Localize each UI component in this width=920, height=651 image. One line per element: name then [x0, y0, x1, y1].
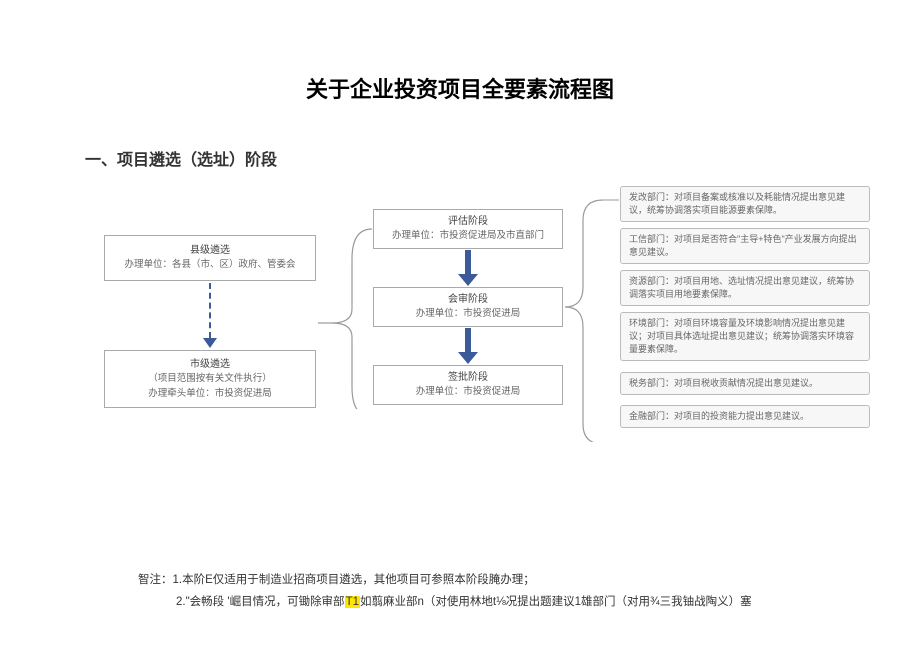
box-review-stage: 会审阶段 办理单位：市投资促进局	[373, 287, 563, 327]
info-shuiwu: 税务部门：对项目税收贡献情况提出意见建议。	[620, 372, 870, 395]
box-title: 县级遴选	[111, 243, 309, 258]
page-title: 关于企业投资项目全要素流程图	[0, 0, 920, 104]
highlight-text: T1	[345, 596, 360, 608]
box-sub: 办理单位：市投资促进局	[380, 307, 556, 321]
note-text: 仅适用于制造业招商项目遴选，其他项目可参照本阶段腌办理；	[213, 574, 535, 586]
box-sub: 办理单位：市投资促进局及市直部门	[380, 229, 556, 243]
box-sub: 办理牵头单位：市投资促进局	[111, 387, 309, 401]
info-gongxin: 工信部门：对项目是否符合"主导+特色"产业发展方向提出意见建议。	[620, 228, 870, 264]
note-text: 智注：1.本阶	[138, 574, 205, 586]
note-text: 如翦麻业部n（对使用林地t⅛况提出题建议1雄部门（对用¾三我铀战陶义）塞	[360, 596, 752, 608]
arrow-solid-2	[458, 328, 478, 364]
info-fagai: 发改部门：对项目备案或核准以及耗能情况提出意见建议，统筹协调落实项目能源要素保障…	[620, 186, 870, 222]
box-eval-stage: 评估阶段 办理单位：市投资促进局及市直部门	[373, 209, 563, 249]
flowchart-container: 县级遴选 办理单位：各县（市、区）政府、管委会 市级遴选 （项目范围按有关文件执…	[0, 180, 920, 500]
section-header: 一、项目遴选（选址）阶段	[0, 104, 920, 170]
box-county-select: 县级遴选 办理单位：各县（市、区）政府、管委会	[104, 235, 316, 281]
arrow-dashed	[209, 283, 211, 338]
note-1: 智注：1.本阶E仅适用于制造业招商项目遴选，其他项目可参照本阶段腌办理；	[138, 570, 752, 592]
box-title: 会审阶段	[380, 292, 556, 307]
box-city-select: 市级遴选 （项目范围按有关文件执行） 办理牵头单位：市投资促进局	[104, 350, 316, 408]
arrow-solid-1	[458, 250, 478, 286]
note-text-e: E	[205, 574, 213, 586]
box-sub: 办理单位：市投资促进局	[380, 385, 556, 399]
box-approve-stage: 签批阶段 办理单位：市投资促进局	[373, 365, 563, 405]
footnotes: 智注：1.本阶E仅适用于制造业招商项目遴选，其他项目可参照本阶段腌办理； 2."…	[138, 570, 752, 614]
box-title: 签批阶段	[380, 370, 556, 385]
box-title: 评估阶段	[380, 214, 556, 229]
box-mid: （项目范围按有关文件执行）	[111, 372, 309, 386]
note-text: 2."会畅段 '崛目情况，可锄除审部	[176, 596, 345, 608]
box-title: 市级遴选	[111, 357, 309, 372]
note-2: 2."会畅段 '崛目情况，可锄除审部T1如翦麻业部n（对使用林地t⅛况提出题建议…	[138, 592, 752, 614]
info-jinrong: 金融部门：对项目的投资能力提出意见建议。	[620, 405, 870, 428]
info-ziyuan: 资源部门：对项目用地、选址情况提出意见建议，统筹协调落实项目用地要素保障。	[620, 270, 870, 306]
info-huanjing: 环境部门：对项目环境容量及环境影响情况提出意见建议；对项目具体选址提出意见建议；…	[620, 312, 870, 361]
bracket-left	[318, 209, 372, 409]
bracket-right	[565, 192, 619, 442]
box-sub: 办理单位：各县（市、区）政府、管委会	[111, 258, 309, 272]
arrow-tip-icon	[203, 338, 217, 348]
